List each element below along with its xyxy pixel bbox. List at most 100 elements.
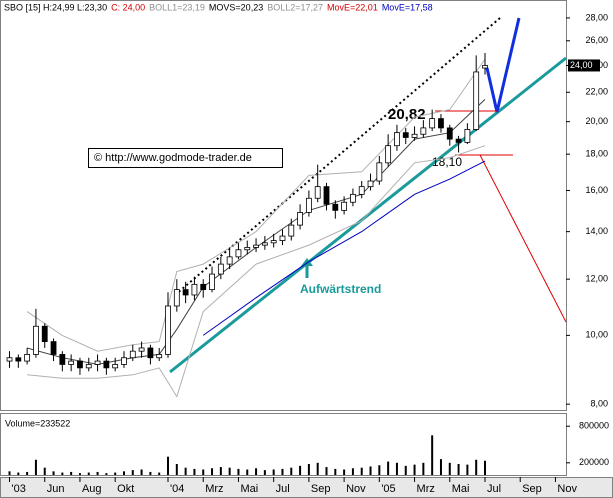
volume-bar: [70, 471, 73, 475]
candle-body: [235, 249, 242, 258]
target-line: [479, 154, 567, 323]
volume-bar: [272, 469, 275, 475]
candle-body: [129, 350, 136, 359]
candle-body: [191, 283, 198, 296]
y-tick-label: 22,00: [585, 87, 608, 97]
x-tick-label: Mai: [240, 483, 258, 495]
trend-arrow-head: [301, 258, 313, 266]
x-tick-label: Sep: [311, 483, 331, 495]
candle-body: [165, 305, 171, 355]
candle-body: [200, 283, 207, 291]
y-tick-label: 8,00: [590, 399, 608, 409]
low-label: 18,10: [432, 155, 462, 169]
candle-body: [68, 360, 75, 365]
volume-bar: [299, 465, 302, 475]
volume-bar: [34, 459, 37, 475]
volume-bar: [378, 465, 381, 475]
candle-body: [455, 138, 462, 143]
x-tick-label: Jul: [487, 483, 501, 495]
volume-bar: [122, 471, 125, 475]
candle-body: [103, 360, 110, 369]
header-item: C: 24,00: [111, 2, 145, 12]
volume-bar: [439, 459, 442, 475]
header-item: BOLL2=17,27: [267, 2, 323, 12]
y-tick-label: 18,00: [585, 149, 608, 159]
volume-bar: [290, 467, 293, 475]
volume-bar: [202, 469, 205, 475]
projection-arrow: [485, 17, 521, 113]
candle-body: [446, 127, 453, 140]
volume-bar: [219, 467, 222, 475]
volume-bar: [184, 467, 187, 475]
volume-bar: [17, 472, 20, 475]
candle-body: [253, 244, 259, 248]
volume-bar: [175, 464, 178, 475]
y-tick-label: 26,00: [585, 35, 608, 45]
candle-body: [288, 224, 295, 237]
x-tick-label: Sep: [522, 483, 542, 495]
volume-bar: [457, 464, 460, 475]
volume-bar: [26, 471, 29, 475]
trend-line: [169, 56, 567, 374]
x-tick-label: Jun: [47, 483, 65, 495]
candle-body: [112, 364, 119, 369]
last-price-box: [568, 59, 600, 72]
volume-bar: [246, 469, 249, 475]
volume-bar: [105, 473, 108, 475]
candle-body: [261, 242, 268, 246]
candle-body: [217, 263, 224, 275]
candle-body: [420, 127, 427, 135]
volume-bar: [316, 462, 319, 475]
volume-bar: [483, 460, 486, 475]
volume-bar: [167, 456, 170, 475]
volume-panel: [0, 413, 567, 476]
copyright-box: [88, 148, 283, 168]
volume-bar: [422, 462, 425, 475]
volume-tick-label: 800000: [579, 421, 609, 431]
volume-bar: [255, 468, 258, 475]
bollinger-upper: [26, 58, 486, 352]
x-tick-label: '03: [12, 483, 26, 495]
volume-bar: [228, 467, 231, 475]
candle-body: [473, 71, 480, 130]
volume-bar: [404, 465, 407, 475]
volume-bar: [8, 471, 11, 475]
volume-bar: [78, 473, 81, 475]
candle-body: [279, 235, 286, 241]
candle-body: [77, 360, 83, 369]
volume-bar: [395, 462, 398, 475]
volume-bar: [413, 464, 416, 475]
volume-bar: [343, 469, 346, 475]
candle-body: [297, 212, 303, 226]
volume-bar: [193, 468, 196, 475]
candle-body: [59, 354, 66, 365]
candle-body: [121, 357, 127, 365]
volume-bar: [140, 469, 143, 475]
x-tick-label: Nov: [346, 483, 366, 495]
candle-body: [358, 186, 365, 195]
candle-body: [209, 273, 215, 291]
volume-bar: [87, 472, 90, 475]
volume-label: Volume=233522: [5, 418, 70, 428]
x-tick-label: Mrz: [417, 483, 435, 495]
candle-body: [341, 201, 348, 211]
volume-bar: [263, 470, 266, 475]
y-tick-label: 16,00: [585, 185, 608, 195]
candle-body: [332, 203, 339, 211]
x-tick-label: Nov: [557, 483, 577, 495]
y-tick-label: 28,00: [585, 12, 608, 22]
candle-body: [305, 197, 312, 213]
y-tick-label: 10,00: [585, 330, 608, 340]
trend-label: Aufwärtstrend: [300, 282, 381, 296]
volume-bar: [96, 471, 99, 475]
volume-bar: [448, 462, 451, 475]
volume-bar: [211, 468, 214, 475]
x-tick-label: '05: [381, 483, 395, 495]
volume-bar: [360, 467, 363, 475]
volume-bar: [281, 468, 284, 475]
header-item: BOLL1=23,19: [149, 2, 205, 12]
candle-body: [147, 347, 154, 359]
volume-bar: [369, 466, 372, 475]
candle-body: [314, 186, 321, 199]
